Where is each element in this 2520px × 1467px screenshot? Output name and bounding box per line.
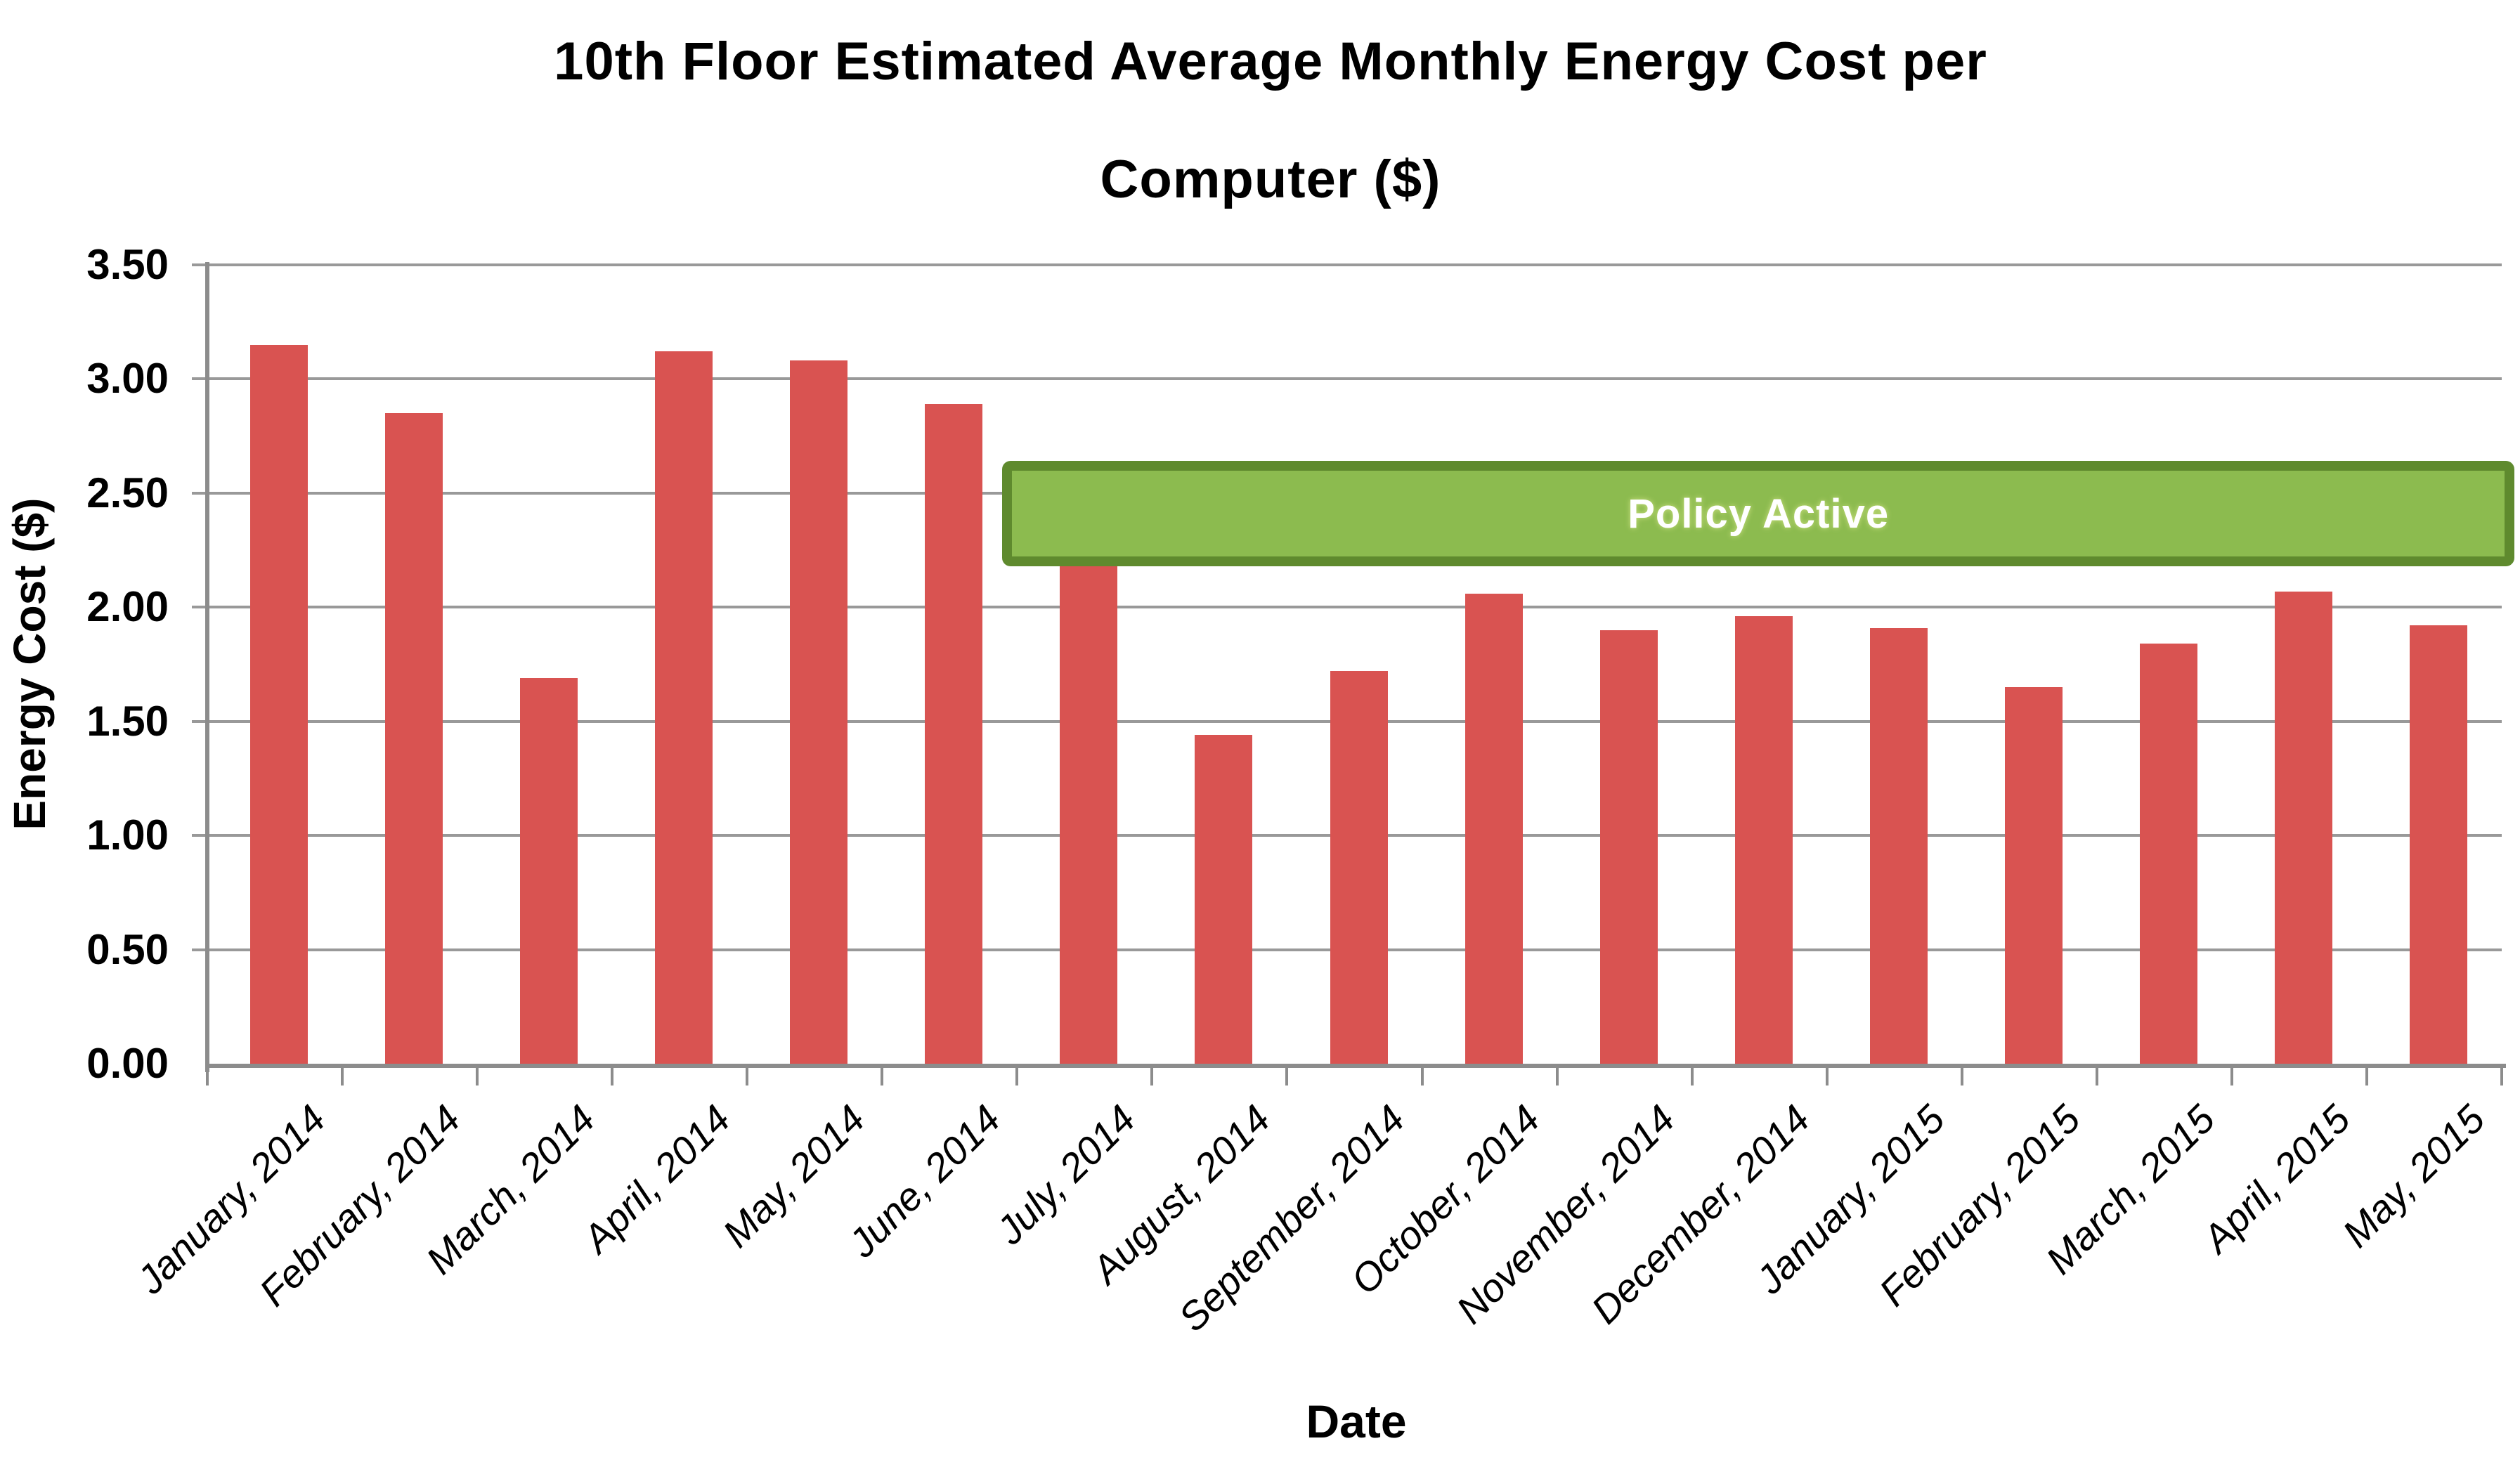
x-tick-mark <box>1015 1064 1019 1085</box>
bar <box>250 344 308 1064</box>
x-tick-mark <box>611 1064 614 1085</box>
bar <box>2139 644 2197 1064</box>
x-axis-line <box>205 1064 2506 1068</box>
y-axis-title: Energy Cost ($) <box>4 497 55 830</box>
chart-title-line-2: Computer ($) <box>1100 150 1441 209</box>
bar <box>2004 686 2063 1064</box>
x-tick-mark <box>1825 1064 1829 1085</box>
x-tick-label-text: May, 2015 <box>2334 1096 2493 1256</box>
bar <box>655 351 713 1064</box>
bar <box>2274 591 2332 1064</box>
x-tick-mark <box>2500 1064 2503 1085</box>
x-tick-mark <box>1285 1064 1289 1085</box>
bar <box>1464 593 1523 1064</box>
x-tick-mark <box>746 1064 749 1085</box>
chart-title: 10th Floor Estimated Average Monthly Ene… <box>21 3 2520 239</box>
x-tick-mark <box>881 1064 884 1085</box>
y-axis-line <box>205 262 209 1072</box>
bar <box>1734 616 1793 1064</box>
bar <box>2409 625 2467 1064</box>
gridline <box>192 263 2502 266</box>
x-tick-mark <box>2365 1064 2368 1085</box>
x-tick-mark <box>1555 1064 1559 1085</box>
bar <box>1195 735 1253 1064</box>
x-tick-mark <box>1960 1064 1963 1085</box>
x-axis-title: Date <box>1306 1395 1407 1447</box>
bar <box>385 413 443 1064</box>
bar <box>1060 566 1118 1064</box>
x-tick-mark <box>341 1064 344 1085</box>
x-tick-mark <box>476 1064 479 1085</box>
y-tick-label: 2.50 <box>86 469 169 516</box>
x-tick-mark <box>206 1064 209 1085</box>
bar <box>925 404 983 1064</box>
gridline <box>192 606 2502 609</box>
x-tick-mark <box>1150 1064 1154 1085</box>
gridline <box>192 377 2502 381</box>
y-tick-label: 1.50 <box>86 697 169 745</box>
bar <box>790 360 848 1064</box>
policy-active-banner: Policy Active <box>1002 461 2514 566</box>
x-tick-label-text: September, 2014 <box>1169 1096 1414 1340</box>
x-tick-label-text: April, 2015 <box>2193 1096 2358 1261</box>
policy-active-label: Policy Active <box>1628 490 1890 537</box>
y-tick-label: 1.00 <box>86 811 169 859</box>
chart-title-line-1: 10th Floor Estimated Average Monthly Ene… <box>554 32 1987 91</box>
x-tick-mark <box>2095 1064 2098 1085</box>
x-tick-label-text: April, 2014 <box>573 1096 739 1261</box>
y-tick-label: 0.50 <box>86 925 169 973</box>
x-tick-mark <box>2230 1064 2233 1085</box>
x-tick-mark <box>1420 1064 1424 1085</box>
bar <box>1599 630 1658 1064</box>
y-tick-label: 0.00 <box>86 1040 169 1087</box>
bar <box>520 677 578 1064</box>
bar <box>1330 671 1388 1064</box>
y-tick-label: 2.00 <box>86 583 169 631</box>
y-tick-label: 3.00 <box>86 355 169 403</box>
bar <box>1869 627 1928 1064</box>
x-tick-mark <box>1690 1064 1694 1085</box>
y-tick-label: 3.50 <box>86 241 169 288</box>
